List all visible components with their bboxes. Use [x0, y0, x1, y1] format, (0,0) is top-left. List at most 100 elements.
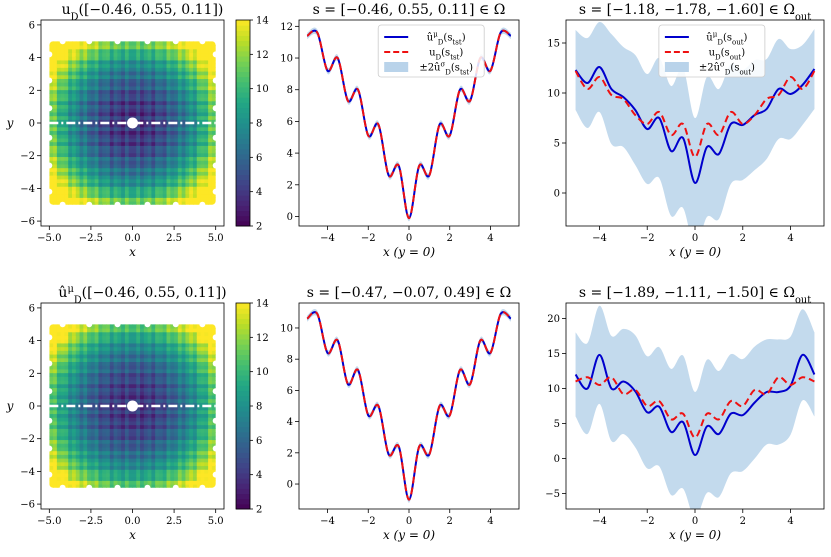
- heatmap-cell: [174, 56, 179, 61]
- heatmap-cell: [208, 152, 213, 158]
- heatmap-cell: [109, 123, 115, 128]
- heatmap-cell: [140, 63, 145, 68]
- heatmap-cell: [53, 402, 58, 407]
- heatmap-cell: [109, 458, 115, 463]
- heatmap-cell: [192, 130, 198, 135]
- heatmap-cell: [158, 458, 164, 463]
- heatmap-cell: [109, 476, 115, 481]
- heatmap-cell: [147, 417, 153, 422]
- heatmap-cell: [204, 163, 209, 169]
- heatmap-cell: [140, 450, 145, 455]
- heatmap-cell: [68, 67, 73, 72]
- heatmap-cell: [83, 115, 88, 120]
- heatmap-cell: [83, 472, 88, 478]
- heatmap-cell: [98, 108, 103, 113]
- heatmap-cell: [124, 100, 130, 106]
- heatmap-cell: [200, 368, 205, 374]
- heatmap-cell: [68, 82, 73, 87]
- heatmap-cell: [49, 85, 54, 91]
- heatmap-cell: [151, 59, 156, 65]
- colorbar-band: [236, 503, 250, 510]
- heatmap-cell: [143, 376, 149, 381]
- heatmap-cell: [170, 350, 175, 355]
- heatmap-cell: [113, 346, 118, 351]
- heatmap-cell: [143, 193, 149, 198]
- heatmap-cell: [56, 383, 62, 389]
- heatmap-cell: [56, 104, 62, 109]
- heatmap-cell: [174, 44, 179, 50]
- heatmap-cell: [147, 383, 153, 389]
- heatmap-cell: [147, 152, 153, 158]
- heatmap-cell: [151, 193, 156, 198]
- heatmap-cell: [60, 175, 66, 180]
- heatmap-cell: [53, 428, 58, 433]
- panel-title: s = [−1.89, −1.11, −1.50] ∈ Ωout: [579, 285, 811, 306]
- heatmap-cell: [196, 104, 202, 109]
- heatmap-cell: [56, 89, 62, 94]
- heatmap-cell: [189, 443, 194, 448]
- heatmap-cell: [98, 74, 103, 80]
- heatmap-cell: [53, 41, 58, 46]
- heatmap-cell: [211, 435, 216, 441]
- heatmap-cell: [128, 376, 134, 381]
- heatmap-cell: [102, 108, 107, 113]
- heatmap-cell: [53, 342, 58, 348]
- heatmap-cell: [64, 119, 69, 124]
- heatmap-cell: [102, 44, 107, 50]
- heatmap-cell: [158, 435, 164, 441]
- heatmap-cell: [90, 383, 96, 389]
- heatmap-cell: [49, 197, 54, 202]
- heatmap-cell: [94, 171, 100, 176]
- heatmap-cell: [124, 346, 130, 351]
- heatmap-cell: [83, 339, 88, 344]
- heatmap-cell: [196, 48, 202, 54]
- heatmap-cell: [87, 450, 92, 455]
- heatmap-cell: [170, 163, 175, 169]
- heatmap-cell: [56, 175, 62, 180]
- heatmap-cell: [192, 178, 198, 184]
- heatmap-cell: [147, 476, 153, 481]
- edge-notch: [212, 388, 219, 395]
- heatmap-cell: [90, 67, 96, 72]
- heatmap-cell: [68, 56, 73, 61]
- heatmap-cell: [208, 335, 213, 340]
- heatmap-cell: [109, 372, 115, 377]
- heatmap-cell: [94, 357, 100, 363]
- heatmap-cell: [117, 85, 122, 91]
- heatmap-cell: [64, 387, 69, 392]
- y-tick-label: 2: [287, 180, 293, 191]
- heatmap-cell: [158, 465, 164, 470]
- heatmap-cell: [166, 130, 171, 135]
- heatmap-cell: [162, 126, 168, 132]
- heatmap-cell: [56, 465, 62, 470]
- heatmap-cell: [181, 141, 187, 146]
- heatmap-cell: [143, 70, 149, 76]
- heatmap-cell: [72, 56, 77, 61]
- heatmap-cell: [147, 130, 153, 135]
- heatmap-cell: [94, 126, 100, 132]
- heatmap-cell: [106, 201, 111, 205]
- heatmap-cell: [185, 387, 190, 392]
- heatmap-cell: [177, 424, 183, 429]
- heatmap-cell: [53, 56, 58, 61]
- heatmap-cell: [124, 443, 130, 448]
- heatmap-cell: [53, 115, 58, 120]
- heatmap-cell: [128, 56, 134, 61]
- heatmap-cell: [155, 41, 160, 46]
- heatmap-cell: [158, 365, 164, 370]
- heatmap-cell: [162, 361, 168, 366]
- heatmap-cell: [192, 182, 198, 187]
- heatmap-cell: [158, 353, 164, 359]
- heatmap-cell: [121, 63, 126, 68]
- heatmap-cell: [53, 119, 58, 124]
- heatmap-cell: [177, 186, 183, 191]
- heatmap-cell: [124, 93, 130, 98]
- heatmap-cell: [158, 461, 164, 467]
- heatmap-cell: [174, 85, 179, 91]
- heatmap-cell: [200, 450, 205, 455]
- heatmap-cell: [189, 342, 194, 348]
- heatmap-cell: [87, 458, 92, 463]
- heatmap-cell: [56, 178, 62, 184]
- heatmap-cell: [189, 89, 194, 94]
- heatmap-cell: [147, 342, 153, 348]
